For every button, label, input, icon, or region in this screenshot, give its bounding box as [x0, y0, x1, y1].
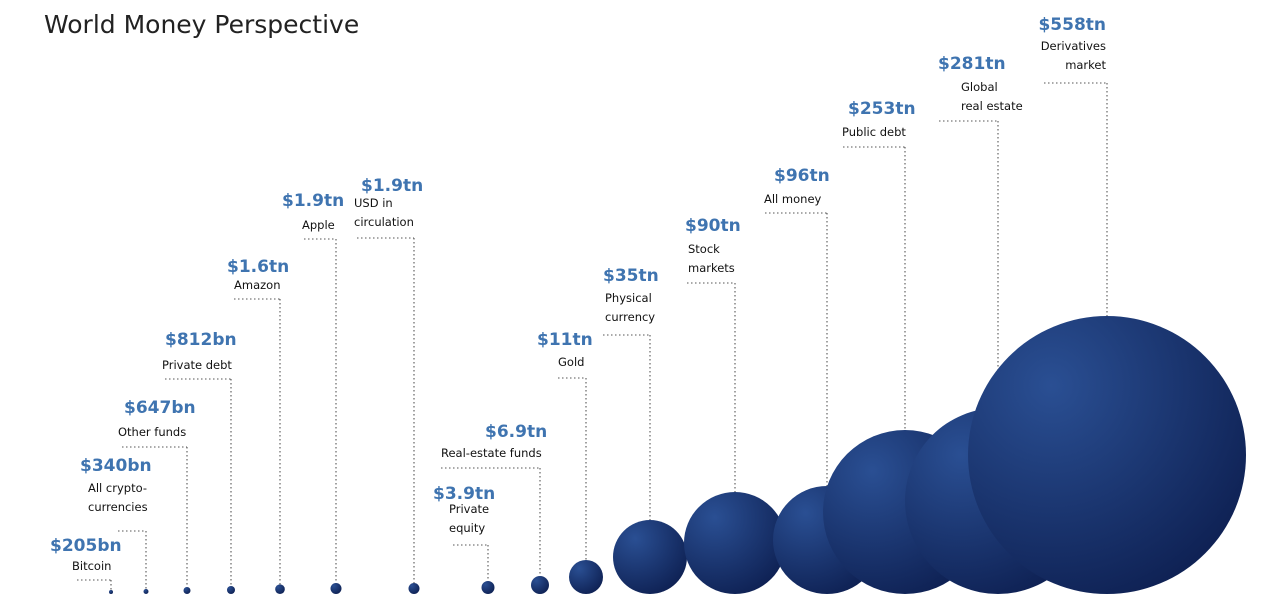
labels: $205bn Bitcoin $340bn All crypto-currencies… — [50, 15, 1106, 573]
bubble — [227, 586, 235, 594]
bubble — [613, 520, 687, 594]
value-label: $1.6tn — [227, 257, 289, 277]
category-label: Private — [449, 502, 489, 516]
value-label: $281tn — [938, 54, 1006, 74]
category-label: Physical — [605, 291, 652, 305]
bubble — [531, 576, 549, 594]
category-label: real estate — [961, 99, 1023, 113]
chart-title: World Money Perspective — [44, 10, 360, 39]
category-label: markets — [688, 261, 735, 275]
category-label: Private debt — [162, 358, 232, 372]
bubble — [408, 583, 420, 594]
value-label: $647bn — [124, 398, 196, 418]
leader-lines — [77, 82, 1108, 590]
bubble — [143, 589, 149, 594]
value-label: $1.9tn — [361, 176, 423, 196]
category-label: Apple — [302, 218, 335, 232]
value-label: $3.9tn — [433, 484, 495, 504]
category-label: Bitcoin — [72, 559, 111, 573]
category-label: equity — [449, 521, 485, 535]
value-label: $11tn — [537, 330, 593, 350]
value-label: $90tn — [685, 216, 741, 236]
category-label: Real-estate funds — [441, 446, 542, 460]
category-label: currencies — [88, 500, 148, 514]
bubble — [275, 584, 285, 594]
category-label: All money — [764, 192, 822, 206]
bubble — [109, 590, 113, 594]
value-label: $205bn — [50, 536, 122, 556]
category-label: market — [1065, 58, 1106, 72]
bubble — [684, 492, 786, 594]
bubble — [481, 581, 495, 594]
category-label: Other funds — [118, 425, 186, 439]
value-label: $35tn — [603, 266, 659, 286]
category-label: Global — [961, 80, 998, 94]
category-label: circulation — [354, 215, 414, 229]
bubble — [183, 587, 191, 594]
bubbles — [109, 316, 1246, 594]
value-label: $6.9tn — [485, 422, 547, 442]
category-label: Public debt — [842, 125, 906, 139]
bubble — [330, 583, 342, 594]
value-label: $96tn — [774, 166, 830, 186]
category-label: Gold — [558, 355, 584, 369]
value-label: $812bn — [165, 330, 237, 350]
category-label: Amazon — [234, 278, 280, 292]
category-label: USD in — [354, 196, 393, 210]
category-label: Stock — [688, 242, 720, 256]
category-label: All crypto- — [88, 481, 147, 495]
bubble — [968, 316, 1246, 594]
bubble — [569, 560, 603, 594]
category-label: Derivatives — [1041, 39, 1106, 53]
value-label: $558tn — [1038, 15, 1106, 35]
category-label: currency — [605, 310, 655, 324]
value-label: $1.9tn — [282, 191, 344, 211]
value-label: $253tn — [848, 99, 916, 119]
value-label: $340bn — [80, 456, 152, 476]
